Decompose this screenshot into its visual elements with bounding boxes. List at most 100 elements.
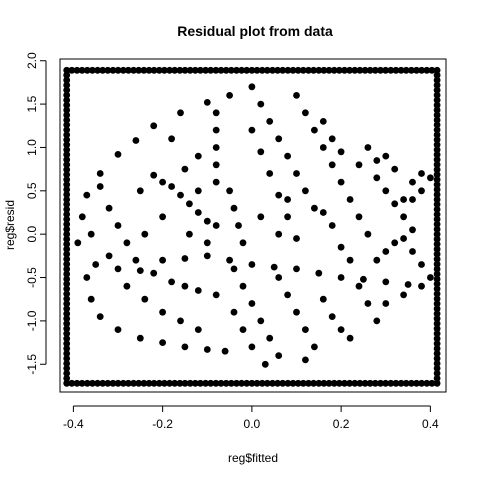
data-point xyxy=(212,178,220,186)
data-points xyxy=(63,66,441,387)
data-point xyxy=(194,287,202,294)
data-point xyxy=(203,252,211,260)
data-point xyxy=(360,275,367,283)
data-point xyxy=(355,161,363,169)
frame-point xyxy=(109,379,117,387)
frame-point xyxy=(78,379,86,387)
data-point xyxy=(248,343,256,351)
x-axis-label: reg$fitted xyxy=(228,451,278,465)
frame-point xyxy=(227,379,235,387)
data-point xyxy=(136,334,144,342)
x-tick-label: -0.2 xyxy=(152,417,173,431)
data-point xyxy=(315,269,323,277)
frame-point xyxy=(433,240,441,248)
data-point xyxy=(302,326,309,333)
frame-point xyxy=(99,66,107,74)
frame-point xyxy=(279,66,287,74)
frame-point xyxy=(140,66,148,74)
frame-point xyxy=(366,379,374,387)
frame-point xyxy=(258,379,266,387)
data-point xyxy=(409,196,416,203)
frame-point xyxy=(248,66,256,74)
frame-point xyxy=(63,111,71,119)
data-point xyxy=(409,226,416,234)
frame-point xyxy=(63,370,71,377)
data-point xyxy=(141,230,149,238)
frame-point xyxy=(222,66,230,74)
data-point xyxy=(230,308,238,316)
data-point xyxy=(284,291,291,299)
frame-point xyxy=(63,355,71,362)
frame-point xyxy=(433,280,441,288)
data-point xyxy=(373,174,381,182)
data-point xyxy=(266,170,274,177)
data-point xyxy=(181,255,189,262)
frame-point xyxy=(294,379,302,387)
frame-point xyxy=(253,379,261,387)
frame-point xyxy=(433,300,441,308)
frame-point xyxy=(63,235,71,243)
frame-point xyxy=(150,379,158,387)
frame-point xyxy=(222,379,230,387)
frame-point xyxy=(428,66,436,74)
data-point xyxy=(328,135,336,143)
frame-point xyxy=(418,66,425,74)
data-point xyxy=(96,313,104,320)
data-point xyxy=(168,183,176,190)
frame-point xyxy=(155,66,163,74)
frame-point xyxy=(191,379,199,387)
data-point xyxy=(364,230,372,238)
frame-point xyxy=(433,270,441,278)
data-point xyxy=(136,267,144,274)
data-point xyxy=(311,204,318,212)
frame-point xyxy=(63,320,71,328)
frame-point xyxy=(433,211,441,218)
data-point xyxy=(168,135,176,143)
data-point xyxy=(418,261,425,268)
data-point xyxy=(293,308,300,316)
frame-point xyxy=(63,255,71,263)
frame-point xyxy=(63,191,71,198)
data-point xyxy=(400,213,407,221)
frame-point xyxy=(63,91,71,99)
frame-point xyxy=(341,379,348,387)
data-point xyxy=(391,200,399,208)
frame-point xyxy=(63,86,71,94)
data-point xyxy=(427,274,434,281)
frame-point xyxy=(433,136,441,144)
frame-point xyxy=(351,66,359,74)
frame-point xyxy=(402,66,410,74)
data-point xyxy=(364,300,372,307)
frame-point xyxy=(387,379,395,387)
data-point xyxy=(337,243,345,251)
frame-point xyxy=(330,66,338,74)
frame-point xyxy=(423,379,431,387)
frame-point xyxy=(433,91,441,99)
frame-point xyxy=(135,379,143,387)
frame-point xyxy=(433,111,441,119)
frame-point xyxy=(227,66,235,74)
frame-point xyxy=(408,379,415,387)
data-point xyxy=(177,109,184,117)
data-point xyxy=(284,196,291,203)
frame-point xyxy=(433,325,441,333)
data-point xyxy=(177,191,184,199)
data-point xyxy=(212,109,220,117)
frame-point xyxy=(433,121,441,129)
frame-point xyxy=(63,206,71,213)
frame-point xyxy=(433,245,441,253)
frame-point xyxy=(63,96,71,104)
frame-point xyxy=(258,66,266,74)
data-point xyxy=(159,213,167,221)
frame-point xyxy=(212,66,220,74)
y-tick-label: 2.0 xyxy=(25,52,39,69)
frame-point xyxy=(155,379,163,387)
frame-point xyxy=(233,66,240,74)
frame-point xyxy=(217,66,225,74)
frame-point xyxy=(382,66,389,74)
data-point xyxy=(150,171,158,179)
data-point xyxy=(96,183,104,190)
frame-point xyxy=(238,66,246,74)
frame-point xyxy=(387,66,395,74)
